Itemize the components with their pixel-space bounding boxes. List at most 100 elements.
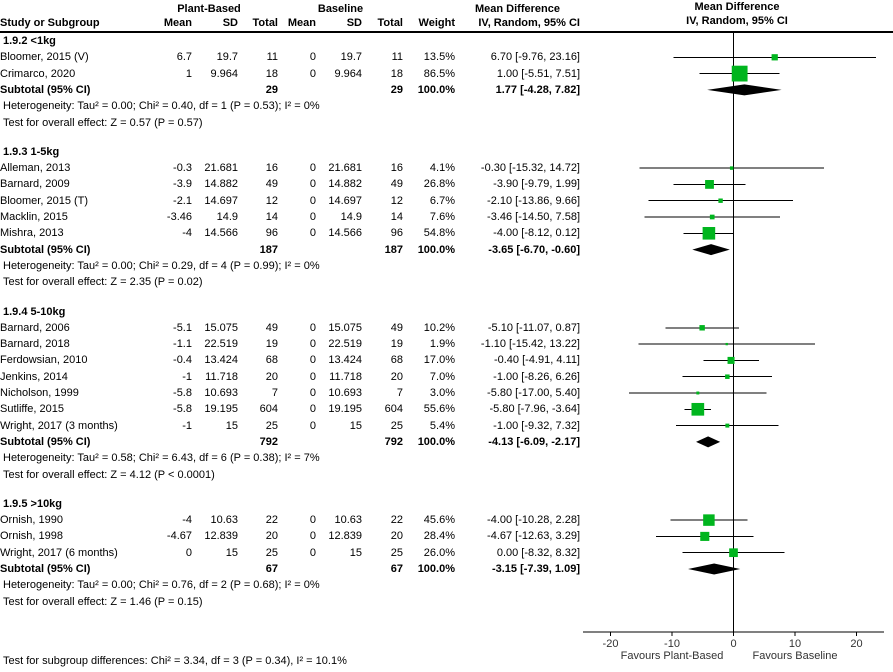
ci-value: 1.00 [-5.51, 7.51] — [496, 67, 580, 80]
plant-total: 96 — [265, 227, 278, 240]
baseline-mean: 0 — [309, 546, 316, 559]
plant-mean: -3.9 — [173, 178, 192, 191]
effect-square — [729, 548, 738, 558]
ci-value: -4.00 [-8.12, 0.12] — [493, 227, 580, 240]
weight-value: 86.5% — [423, 67, 455, 80]
heterogeneity-stats-text: Heterogeneity: Tau² = 0.00; Chi² = 0.76,… — [3, 579, 320, 592]
plant-sd: 14.697 — [204, 194, 238, 207]
plant-sd: 15.075 — [204, 321, 238, 334]
plant-mean: -1 — [182, 370, 192, 383]
weight-value: 10.2% — [423, 321, 455, 334]
plant-sd: 22.519 — [204, 338, 238, 351]
ci-value: 1.77 [-4.28, 7.82] — [495, 83, 580, 96]
weight-value: 100.0% — [417, 243, 455, 256]
plant-total: 25 — [265, 546, 278, 559]
plant-sd: 14.566 — [204, 227, 238, 240]
subtotal-row: Subtotal (95% CI) 67 67 100.0% -3.15 [-7.39,… — [0, 561, 580, 577]
effect-square — [691, 402, 705, 416]
baseline-mean: 0 — [309, 403, 316, 416]
study-name: Mishra, 2013 — [0, 227, 64, 240]
subgroup-title: 1.9.2 <1kg — [0, 33, 583, 49]
weight-value: 1.9% — [429, 338, 455, 351]
plant-total: 14 — [265, 211, 278, 223]
header-sd-plant: SD — [222, 17, 238, 29]
baseline-total: 20 — [390, 530, 403, 543]
plant-total: 20 — [265, 530, 278, 543]
baseline-total: 25 — [390, 546, 403, 559]
baseline-mean: 0 — [309, 162, 316, 175]
effect-square — [718, 198, 723, 203]
baseline-sd: 15 — [349, 419, 362, 432]
weight-value: 100.0% — [417, 563, 455, 575]
baseline-total: 792 — [384, 435, 403, 448]
plant-total: 604 — [259, 403, 278, 416]
ci-value: 6.70 [-9.76, 23.16] — [490, 51, 580, 64]
baseline-sd: 15.075 — [328, 321, 362, 334]
baseline-mean: 0 — [309, 338, 316, 351]
weight-value: 7.6% — [429, 211, 455, 223]
heterogeneity-stats: Heterogeneity: Tau² = 0.00; Chi² = 0.76,… — [0, 577, 583, 593]
ci-value: -5.80 [-7.96, -3.64] — [489, 403, 581, 416]
baseline-mean: 0 — [309, 514, 316, 527]
plant-total: 49 — [265, 321, 278, 334]
weight-value: 55.6% — [423, 403, 455, 416]
plant-sd: 21.681 — [204, 162, 238, 175]
baseline-mean: 0 — [309, 211, 316, 223]
plot-header-title: Mean Difference — [694, 1, 780, 13]
plant-sd: 15 — [225, 546, 238, 559]
header-total-baseline: Total — [377, 17, 403, 29]
effect-square — [725, 423, 730, 428]
plant-sd: 19.195 — [204, 403, 238, 416]
baseline-mean: 0 — [309, 530, 316, 543]
plant-total: 67 — [265, 563, 278, 575]
baseline-total: 67 — [390, 563, 403, 575]
study-name: Nicholson, 1999 — [0, 387, 79, 399]
subgroup-title-text: 1.9.4 5-10kg — [3, 305, 66, 318]
overall-effect-test-text: Test for overall effect: Z = 4.12 (P < 0… — [3, 468, 215, 481]
subtotal-row: Subtotal (95% CI) 187 187 100.0% -3.65 [-6.7… — [0, 242, 580, 258]
effect-square — [725, 342, 728, 346]
baseline-total: 604 — [384, 403, 403, 416]
ci-value: -5.80 [-17.00, 5.40] — [487, 387, 580, 399]
baseline-sd: 22.519 — [328, 338, 362, 351]
subgroup-differences-note: Test for subgroup differences: Chi² = 3.… — [3, 655, 347, 667]
subgroup-title: 1.9.4 5-10kg — [0, 304, 583, 320]
heterogeneity-stats-text: Heterogeneity: Tau² = 0.00; Chi² = 0.29,… — [3, 259, 320, 272]
header-study-or-subgroup: Study or Subgroup — [0, 17, 100, 29]
baseline-sd: 13.424 — [328, 354, 362, 367]
header-group-plant-based: Plant-Based — [177, 3, 241, 15]
subtotal-label: Subtotal (95% CI) — [0, 243, 91, 256]
plant-total: 16 — [265, 162, 278, 175]
heterogeneity-stats: Heterogeneity: Tau² = 0.00; Chi² = 0.40,… — [0, 98, 583, 114]
baseline-sd: 10.693 — [328, 387, 362, 399]
weight-value: 26.8% — [423, 178, 455, 191]
table-header-columns: Study or Subgroup Mean SD Total Mean SD … — [0, 15, 580, 31]
weight-value: 28.4% — [423, 530, 455, 543]
weight-value: 4.1% — [429, 162, 455, 175]
study-name: Macklin, 2015 — [0, 211, 68, 223]
table-header-groups: Plant-Based Baseline Mean Difference — [0, 1, 580, 17]
plant-total: 12 — [265, 194, 278, 207]
baseline-mean: 0 — [309, 387, 316, 399]
plant-sd: 9.964 — [210, 67, 238, 80]
subtotal-row: Subtotal (95% CI) 29 29 100.0% 1.77 [-4.28, … — [0, 82, 580, 98]
header-mean-plant: Mean — [163, 17, 192, 29]
plant-mean: 0 — [185, 546, 192, 559]
baseline-total: 49 — [390, 178, 403, 191]
ci-value: -1.00 [-9.32, 7.32] — [493, 419, 580, 432]
header-mean-difference: Mean Difference — [475, 3, 560, 15]
subgroup-title: 1.9.3 1-5kg — [0, 144, 583, 160]
plant-mean: -0.3 — [173, 162, 192, 175]
baseline-total: 16 — [390, 162, 403, 175]
baseline-total: 18 — [390, 67, 403, 80]
x-axis-tick-label: 20 — [850, 638, 862, 650]
plant-total: 792 — [259, 435, 278, 448]
weight-value: 17.0% — [423, 354, 455, 367]
plant-mean: -0.4 — [173, 354, 192, 367]
weight-value: 26.0% — [423, 546, 455, 559]
baseline-mean: 0 — [309, 419, 316, 432]
plant-mean: -1 — [182, 419, 192, 432]
study-name: Barnard, 2009 — [0, 178, 70, 191]
study-row: Bloomer, 2015 (V) 6.7 19.7 11 0 19.7 11 13.5% 6.… — [0, 49, 580, 65]
